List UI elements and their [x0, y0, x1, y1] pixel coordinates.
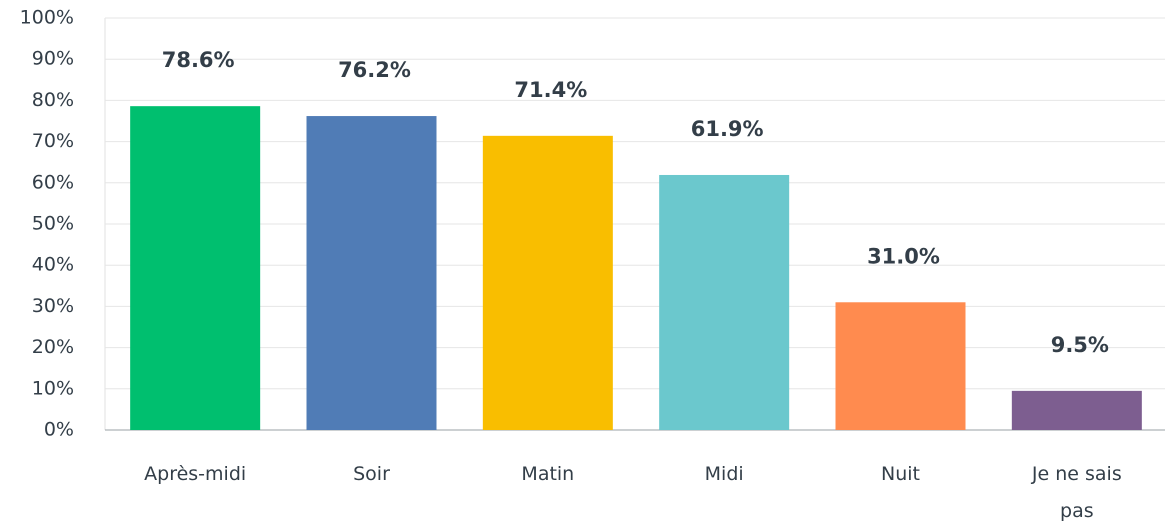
x-tick-label: Après-midi [144, 463, 247, 485]
y-tick-label: 30% [32, 295, 74, 317]
y-tick-label: 40% [32, 254, 74, 276]
bar [482, 135, 613, 430]
value-label: 71.4% [514, 78, 587, 102]
value-label: 9.5% [1051, 333, 1109, 357]
bar [1011, 390, 1142, 430]
y-tick-label: 100% [20, 7, 74, 29]
y-tick-label: 80% [32, 89, 74, 111]
x-tick-label: Soir [353, 463, 390, 485]
value-label: 78.6% [162, 48, 235, 72]
bar [835, 302, 966, 430]
y-tick-label: 60% [32, 171, 74, 193]
y-tick-label: 50% [32, 213, 74, 235]
x-tick-label: Matin [521, 463, 575, 485]
bar [130, 106, 261, 430]
x-tick-label-box: Nuit [881, 463, 920, 485]
x-tick-label-box: Après-midi [144, 463, 247, 485]
x-tick-label-box: Je ne sais pas [1031, 463, 1122, 522]
x-tick-label: Midi [704, 463, 744, 485]
x-tick-label-box: Matin [521, 463, 575, 485]
y-tick-label: 20% [32, 336, 74, 358]
y-tick-label: 70% [32, 130, 74, 152]
bar [306, 116, 437, 430]
x-tick-label: Nuit [881, 463, 920, 485]
x-tick-label-box: Midi [704, 463, 744, 485]
y-tick-label: 90% [32, 48, 74, 70]
value-label: 31.0% [867, 244, 940, 268]
x-tick-label-box: Soir [353, 463, 390, 485]
value-label: 61.9% [691, 117, 764, 141]
x-tick-label: Je ne sais pas [1031, 463, 1122, 522]
bar [659, 174, 790, 430]
y-tick-label: 0% [44, 419, 74, 441]
y-tick-label: 10% [32, 377, 74, 399]
value-label: 76.2% [338, 58, 411, 82]
